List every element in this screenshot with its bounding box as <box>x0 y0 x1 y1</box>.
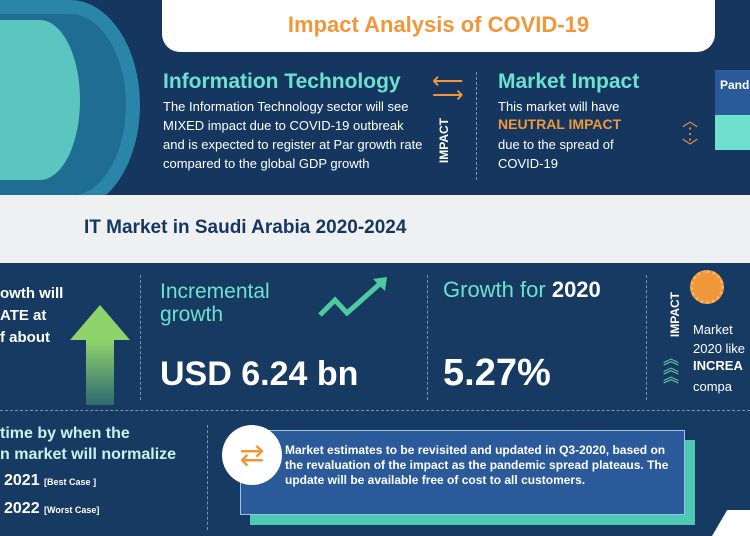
divider <box>140 275 141 400</box>
impact-label: IMPACT <box>437 118 451 164</box>
impact-label-2: IMPACT <box>668 292 682 338</box>
worst-label: [Worst Case] <box>44 505 100 515</box>
normalize-text: time by when the n market will normalize <box>0 423 176 465</box>
refresh-icon: ⇄ <box>222 425 282 485</box>
market-impact-line1: This market will have <box>498 99 620 114</box>
section-band: IT Market in Saudi Arabia 2020-2024 <box>0 195 750 263</box>
normalize-line1: time by when the <box>0 425 130 442</box>
impact2-line2: 2020 like <box>693 341 746 356</box>
impact2-line3: compa <box>693 379 733 394</box>
impact2-line1: Market <box>693 322 733 337</box>
worst-case: 2022 [Worst Case] <box>4 500 99 518</box>
virus-icon <box>690 270 724 304</box>
growth-year: 2020 <box>551 277 601 302</box>
up-down-icon: ︿ ⋮ ﹀ <box>682 113 699 156</box>
pandemic-panel: Pand <box>715 70 750 150</box>
title-banner: Impact Analysis of COVID-19 <box>162 0 715 52</box>
sector-text: The Information Technology sector will s… <box>163 99 423 171</box>
logo-corner <box>712 510 750 536</box>
neutral-impact: NEUTRAL IMPACT <box>498 116 622 132</box>
best-year: 2021 <box>4 472 40 489</box>
incremental-label: Incremental growth <box>160 280 270 326</box>
best-case: 2021 [Best Case ] <box>4 472 96 490</box>
growth-label: Growth for 2020 <box>443 277 601 303</box>
cagr-text: owth will ATE at f about <box>0 285 64 346</box>
note-text: Market estimates to be revisited and upd… <box>285 443 669 487</box>
up-arrow-shaft <box>86 340 114 405</box>
best-label: [Best Case ] <box>44 477 97 487</box>
incremental-label-1: Incremental <box>160 280 270 303</box>
up-arrow-icon <box>70 305 130 340</box>
update-note: Market estimates to be revisited and upd… <box>240 430 685 515</box>
section-title: IT Market in Saudi Arabia 2020-2024 <box>84 217 407 238</box>
divider <box>646 275 647 400</box>
page-title: Impact Analysis of COVID-19 <box>287 12 590 37</box>
market-impact-title: Market Impact <box>498 70 640 93</box>
pandemic-bar <box>715 115 750 150</box>
divider <box>0 410 750 411</box>
normalize-line2: n market will normalize <box>0 446 177 463</box>
growth-label-text: Growth for <box>443 277 546 302</box>
growth-value: 5.27% <box>443 352 551 394</box>
divider <box>207 425 208 530</box>
worst-year: 2022 <box>4 500 40 517</box>
sector-title: Information Technology <box>163 70 401 93</box>
chevrons-up-icon: ︽ ︽ ︽ <box>663 351 680 386</box>
pandemic-label: Pand <box>720 78 750 92</box>
market-impact-line2: due to the spread of COVID-19 <box>498 137 614 171</box>
incremental-value: USD 6.24 bn <box>160 355 359 393</box>
impact2-highlight: INCREA <box>693 358 743 373</box>
virus-core-icon <box>0 20 80 180</box>
incremental-label-2: growth <box>160 303 224 326</box>
trend-up-icon <box>318 277 387 317</box>
divider <box>476 72 477 180</box>
divider <box>427 275 428 400</box>
exchange-arrows-icon: ⟵ ⟶ <box>432 68 464 107</box>
